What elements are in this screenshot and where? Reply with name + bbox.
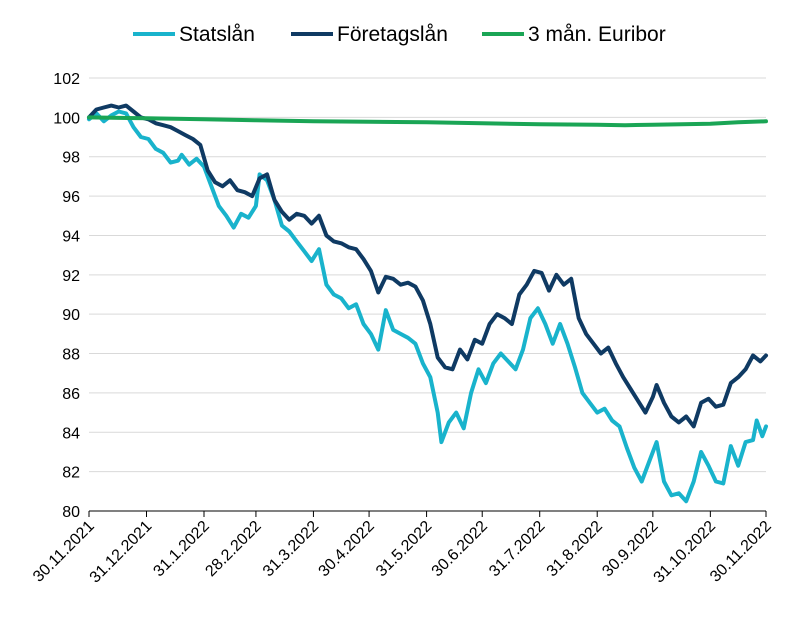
legend-label: Företagslån xyxy=(337,23,448,46)
series-line-2 xyxy=(87,115,768,128)
x-tick-label: 30.4.2022 xyxy=(316,518,378,580)
y-tick-label: 90 xyxy=(62,307,80,324)
y-tick-label: 100 xyxy=(53,110,80,127)
y-tick-label: 84 xyxy=(62,425,80,442)
series-lines xyxy=(87,103,768,504)
series-line-0 xyxy=(87,109,768,504)
y-tick-label: 94 xyxy=(62,228,80,245)
y-tick-label: 102 xyxy=(53,71,80,88)
x-tick-label: 31.3.2022 xyxy=(260,518,322,580)
y-tick-label: 86 xyxy=(62,386,80,403)
y-tick-label: 80 xyxy=(62,504,80,521)
x-tick-label: 30.9.2022 xyxy=(599,518,661,580)
series-line-1 xyxy=(87,103,768,429)
x-axis: 30.11.202131.12.202131.1.202228.2.202231… xyxy=(30,510,775,587)
legend: Statslån Företagslån 3 mån. Euribor xyxy=(133,23,666,46)
y-tick-label: 92 xyxy=(62,268,80,285)
x-tick-label: 28.2.2022 xyxy=(202,518,264,580)
y-tick-label: 98 xyxy=(62,150,80,167)
legend-label: 3 mån. Euribor xyxy=(528,23,666,46)
x-tick-label: 31.1.2022 xyxy=(150,518,212,580)
y-tick-label: 96 xyxy=(62,189,80,206)
x-tick-label: 31.5.2022 xyxy=(373,518,435,580)
y-axis-ticks: 80 82 84 86 88 90 92 94 96 98 100 102 xyxy=(53,71,80,521)
legend-label: Statslån xyxy=(179,23,255,46)
x-tick-label: 30.6.2022 xyxy=(429,518,491,580)
x-tick-label: 31.7.2022 xyxy=(486,518,548,580)
x-tick-label: 31.12.2021 xyxy=(87,518,156,587)
y-tick-label: 88 xyxy=(62,347,80,364)
y-tick-label: 82 xyxy=(62,465,80,482)
x-tick-label: 31.8.2022 xyxy=(544,518,606,580)
